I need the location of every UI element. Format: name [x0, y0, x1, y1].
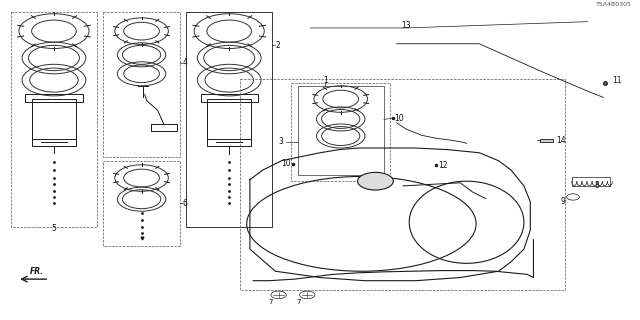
Bar	[200, 94, 258, 102]
Bar	[298, 86, 384, 175]
Circle shape	[358, 172, 394, 190]
Text: 2: 2	[275, 41, 280, 50]
Bar	[103, 161, 180, 246]
Text: 9: 9	[561, 197, 566, 206]
Bar	[291, 83, 390, 181]
Text: FR.: FR.	[29, 267, 44, 276]
Bar	[207, 99, 252, 147]
Text: 8: 8	[595, 181, 600, 190]
Text: 10: 10	[394, 114, 404, 123]
Bar	[26, 94, 83, 102]
Text: 12: 12	[438, 161, 447, 170]
Text: 10: 10	[282, 159, 291, 168]
Bar	[151, 124, 177, 131]
Text: 7: 7	[297, 299, 301, 305]
Bar	[540, 139, 552, 142]
Text: 6: 6	[183, 199, 188, 208]
Text: 7: 7	[268, 299, 273, 305]
Bar	[103, 12, 180, 157]
Bar	[241, 78, 565, 290]
Bar	[31, 99, 76, 147]
Text: 14: 14	[556, 136, 565, 145]
Text: 3: 3	[279, 137, 284, 146]
Text: 5: 5	[52, 224, 56, 233]
Text: 1: 1	[323, 76, 328, 84]
Text: 4: 4	[183, 58, 188, 67]
Text: T5A4B0305: T5A4B0305	[596, 3, 632, 7]
Bar	[186, 12, 272, 227]
Bar	[572, 177, 610, 186]
Text: 11: 11	[612, 76, 621, 84]
Bar	[11, 12, 97, 227]
Text: 13: 13	[401, 21, 411, 30]
